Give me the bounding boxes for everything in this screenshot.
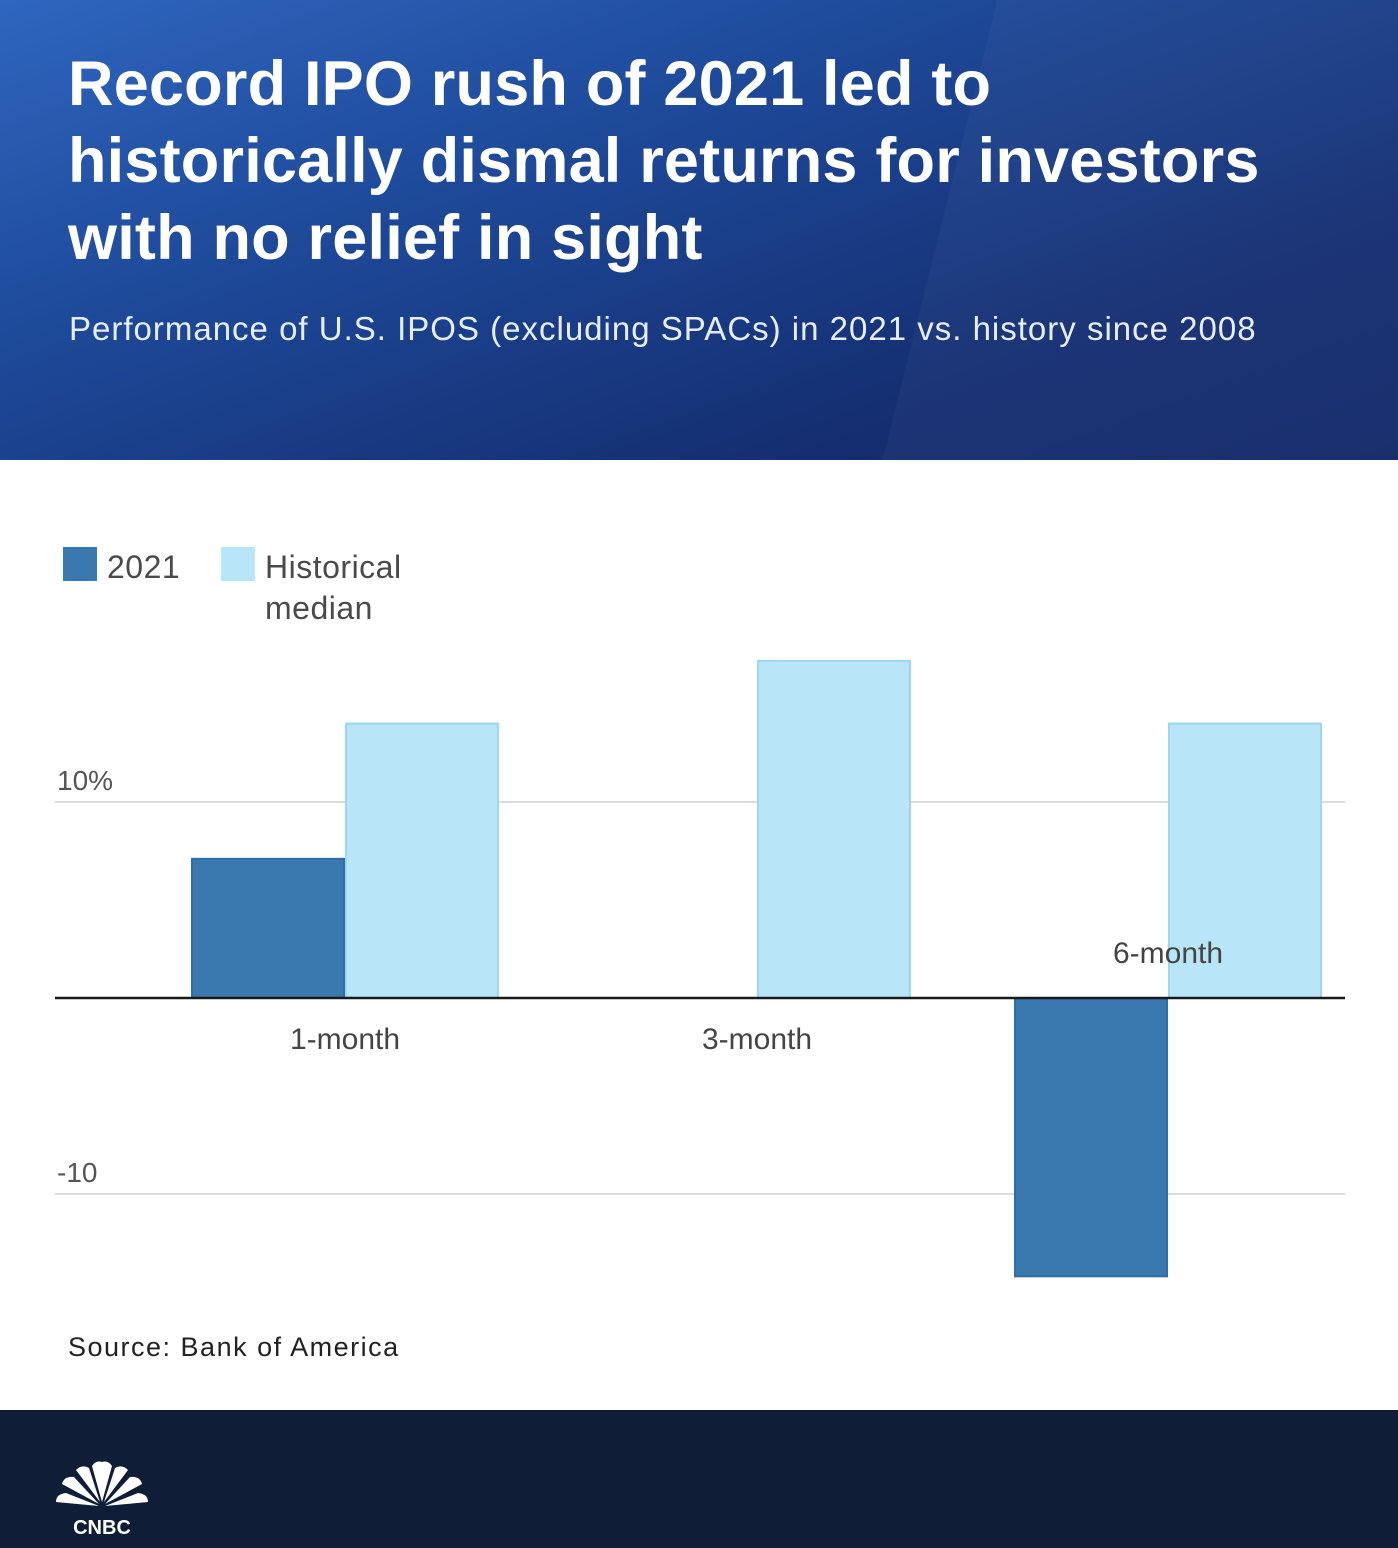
cnbc-logo: CNBC <box>52 1458 152 1540</box>
y-tick-label: -10 <box>57 1157 97 1188</box>
peacock-icon: CNBC <box>56 1461 148 1539</box>
bar <box>1014 997 1168 1278</box>
x-category-label: 6-month <box>1113 937 1223 970</box>
bar <box>345 722 499 999</box>
x-category-label: 3-month <box>702 1023 812 1056</box>
source-note: Source: Bank of America <box>68 1332 400 1362</box>
legend-item-historical-median: Historical median <box>221 547 435 629</box>
legend-swatch-historical-median <box>221 547 255 581</box>
header-banner: Record IPO rush of 2021 led to historica… <box>0 0 1398 460</box>
chart-subtitle: Performance of U.S. IPOS (excluding SPAC… <box>69 310 1257 347</box>
legend-item-2021: 2021 <box>63 547 180 588</box>
legend-swatch-2021 <box>63 547 97 581</box>
bar <box>757 659 911 999</box>
x-category-label: 1-month <box>290 1023 400 1056</box>
bar <box>191 857 345 999</box>
legend-label-historical-median: Historical median <box>265 549 402 626</box>
footer-bar: CNBC <box>0 1410 1398 1548</box>
legend-label-2021: 2021 <box>107 549 181 585</box>
chart-area: 2021 Historical median 10% -10 1-month 3-mo… <box>0 460 1398 1410</box>
bar-chart: 10% -10 1-month 3-month 6-month <box>55 659 1345 1278</box>
logo-text: CNBC <box>73 1517 131 1539</box>
y-tick-label: 10% <box>57 765 113 796</box>
chart-title: Record IPO rush of 2021 led to historica… <box>68 49 1260 273</box>
bar <box>1168 722 1322 999</box>
